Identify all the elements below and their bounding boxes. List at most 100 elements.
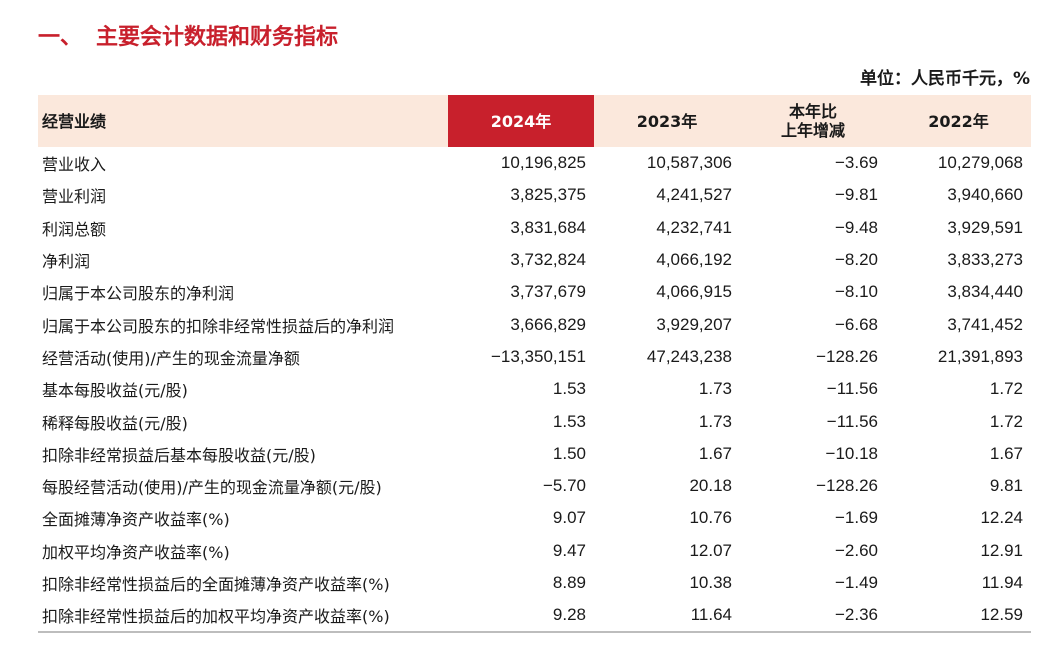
cell-y2022: 1.67 [989, 443, 1023, 463]
cell-y2023: 1.67 [698, 443, 732, 463]
cell-y2023: 4,232,741 [656, 217, 732, 237]
cell-y2022: 1.72 [989, 411, 1023, 431]
table-row: 营业利润 3,825,375 4,241,527 −9.81 3,940,660 [38, 179, 1031, 211]
cell-y2023: 11.64 [594, 599, 740, 634]
table-row: 稀释每股收益(元/股) 1.53 1.73 −11.56 1.72 [38, 405, 1031, 437]
table-row: 经营活动(使用)/产生的现金流量净额 −13,350,151 47,243,238 −… [38, 341, 1031, 373]
section-title-text: 主要会计数据和财务指标 [96, 25, 339, 50]
row-label: 扣除非经常损益后基本每股收益(元/股) [42, 445, 316, 465]
cell-change: −1.49 [834, 573, 878, 592]
cell-y2024: 3,732,824 [510, 250, 586, 270]
cell-y2024: 3,737,679 [510, 282, 586, 302]
cell-y2022: 3,929,591 [947, 217, 1023, 237]
cell-y2024: 3,666,829 [510, 314, 586, 334]
cell-change: −1.69 [834, 508, 878, 528]
cell-change: −8.10 [834, 282, 878, 302]
row-label: 扣除非经常性损益后的全面摊薄净资产收益率(%) [42, 575, 390, 594]
header-change-line1: 本年比 [788, 102, 837, 121]
row-label: 基本每股收益(元/股) [42, 381, 188, 401]
cell-y2024: 1.50 [552, 443, 586, 463]
table-row: 归属于本公司股东的扣除非经常性损益后的净利润 3,666,829 3,929,207… [38, 308, 1031, 340]
table-body: 营业收入 10,196,825 10,587,306 −3.69 10,279,068 营… [38, 147, 1031, 634]
table-row: 归属于本公司股东的净利润 3,737,679 4,066,915 −8.10 3,834… [38, 276, 1031, 308]
section-number: 一、 [38, 25, 83, 50]
table-header: 经营业绩 2024年 2023年 本年比 上年增减 2022年 [38, 95, 1031, 147]
row-label: 归属于本公司股东的净利润 [42, 284, 235, 304]
cell-y2023: 1.73 [698, 411, 732, 431]
table-row: 营业收入 10,196,825 10,587,306 −3.69 10,279,068 [38, 147, 1031, 179]
cell-y2022: 9.81 [989, 476, 1023, 496]
cell-change: −3.69 [834, 153, 878, 173]
cell-y2023: 10,587,306 [646, 153, 732, 173]
cell-y2024: 9.07 [552, 508, 586, 528]
section-title: 一、 主要会计数据和财务指标 [38, 20, 338, 56]
cell-change: −11.56 [826, 379, 878, 399]
cell-change: −128.26 [816, 476, 878, 496]
row-label: 归属于本公司股东的扣除非经常性损益后的净利润 [42, 316, 395, 336]
cell-y2024: −5.70 [542, 476, 586, 496]
cell-y2024: 9.28 [448, 599, 594, 634]
cell-y2023: 10.38 [689, 573, 732, 592]
cell-y2022: 12.59 [886, 599, 1031, 634]
table-row: 扣除非经常损益后基本每股收益(元/股) 1.50 1.67 −10.18 1.67 [38, 438, 1031, 470]
table-row: 基本每股收益(元/股) 1.53 1.73 −11.56 1.72 [38, 373, 1031, 405]
cell-change: −10.18 [825, 443, 878, 463]
row-label: 营业收入 [42, 155, 107, 175]
cell-change: −2.60 [834, 540, 878, 560]
header-2023: 2023年 [594, 95, 740, 147]
cell-y2023: 12.07 [689, 540, 732, 560]
row-label: 扣除非经常性损益后的加权平均净资产收益率(%) [38, 599, 448, 634]
cell-y2023: 47,243,238 [646, 346, 732, 366]
cell-change: −11.56 [826, 411, 878, 431]
cell-y2023: 1.73 [698, 379, 732, 399]
header-label: 经营业绩 [38, 95, 448, 147]
cell-change: −9.48 [834, 217, 878, 237]
cell-y2024: 1.53 [552, 379, 586, 399]
cell-change: −8.20 [834, 250, 878, 270]
cell-y2022: 3,833,273 [947, 250, 1023, 270]
header-change: 本年比 上年增减 [740, 95, 886, 147]
cell-y2024: −13,350,151 [490, 346, 586, 366]
cell-change: −2.36 [740, 599, 886, 634]
cell-y2022: 11.94 [981, 573, 1023, 592]
cell-y2023: 4,066,915 [656, 282, 732, 302]
cell-change: −6.68 [834, 314, 878, 334]
cell-y2022: 10,279,068 [937, 153, 1023, 173]
cell-y2022: 1.72 [989, 379, 1023, 399]
cell-y2022: 3,940,660 [947, 185, 1023, 205]
unit-note: 单位：人民币千元，% [859, 69, 1030, 89]
cell-y2024: 10,196,825 [500, 153, 586, 173]
header-change-line2: 上年增减 [780, 121, 845, 140]
cell-y2022: 12.91 [980, 540, 1023, 560]
header-2024: 2024年 [448, 95, 594, 147]
cell-change: −9.81 [834, 185, 878, 205]
table-row: 全面摊薄净资产收益率(%) 9.07 10.76 −1.69 12.24 [38, 502, 1031, 534]
cell-y2024: 9.47 [552, 540, 586, 560]
row-label: 加权平均净资产收益率(%) [42, 542, 230, 562]
cell-y2022: 21,391,893 [937, 346, 1023, 366]
header-row: 经营业绩 2024年 2023年 本年比 上年增减 2022年 [38, 95, 1031, 147]
cell-y2023: 20.18 [689, 476, 732, 496]
table-row: 扣除非经常性损益后的加权平均净资产收益率(%) 9.28 11.64 −2.36 12.… [38, 599, 1031, 634]
header-2022: 2022年 [886, 95, 1031, 147]
row-label: 经营活动(使用)/产生的现金流量净额 [42, 348, 300, 368]
cell-y2023: 10.76 [689, 508, 732, 528]
cell-y2022: 3,741,452 [947, 314, 1023, 334]
cell-y2022: 3,834,440 [947, 282, 1023, 302]
cell-y2023: 4,241,527 [656, 185, 732, 205]
cell-y2024: 3,831,684 [510, 217, 586, 237]
cell-change: −128.26 [816, 346, 878, 366]
cell-y2024: 3,825,375 [510, 185, 586, 205]
table-row: 每股经营活动(使用)/产生的现金流量净额(元/股) −5.70 20.18 −128.… [38, 470, 1031, 502]
row-label: 每股经营活动(使用)/产生的现金流量净额(元/股) [42, 478, 382, 498]
cell-y2022: 12.24 [980, 508, 1023, 528]
table-row: 加权平均净资产收益率(%) 9.47 12.07 −2.60 12.91 [38, 535, 1031, 567]
row-label: 全面摊薄净资产收益率(%) [42, 510, 230, 530]
row-label: 营业利润 [42, 187, 107, 207]
cell-y2023: 3,929,207 [656, 314, 732, 334]
financial-indicators-table: 经营业绩 2024年 2023年 本年比 上年增减 2022年 营业收入 10,1… [38, 95, 1031, 634]
cell-y2023: 4,066,192 [656, 250, 732, 270]
cell-y2024: 8.89 [552, 573, 586, 592]
row-label: 利润总额 [42, 219, 107, 239]
row-label: 净利润 [42, 252, 91, 272]
